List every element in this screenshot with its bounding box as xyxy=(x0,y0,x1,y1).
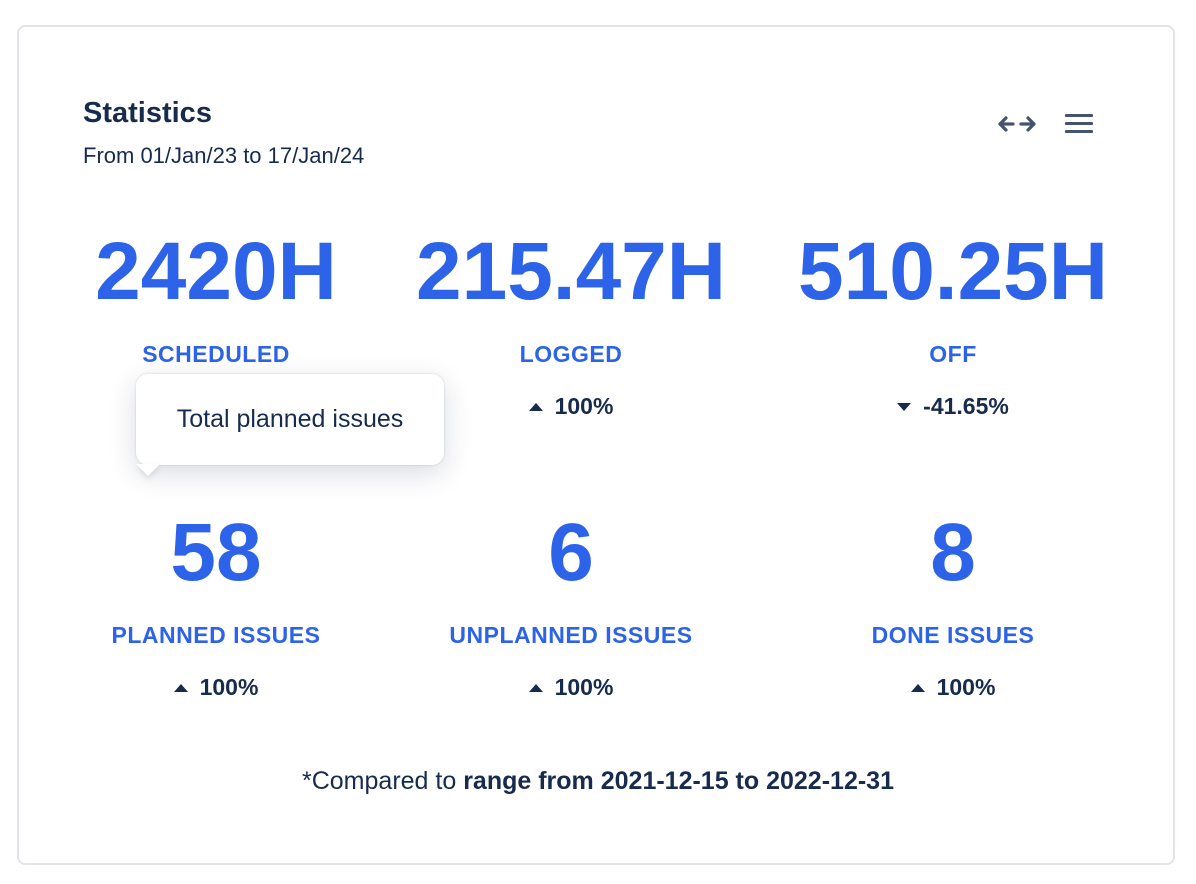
stat-value: 58 xyxy=(170,507,262,598)
trend-down-icon xyxy=(897,402,912,411)
trend-up-icon xyxy=(528,402,543,411)
stat-scheduled[interactable]: 2420H SCHEDULED xyxy=(36,231,396,366)
comparison-footnote: *Compared to range from 2021-12-15 to 20… xyxy=(19,767,1177,796)
hamburger-menu-icon xyxy=(1065,114,1093,133)
statistics-card: Statistics From 01/Jan/23 to 17/Jan/24 2… xyxy=(17,25,1175,865)
stat-change-value: 100% xyxy=(199,674,259,700)
stat-value: 2420H xyxy=(95,226,337,317)
tooltip: Total planned issues xyxy=(136,374,444,476)
footnote-prefix: *Compared to xyxy=(302,767,464,795)
stat-change-value: -41.65% xyxy=(923,393,1009,419)
tooltip-text: Total planned issues xyxy=(176,405,404,433)
stat-label: LOGGED xyxy=(519,341,623,367)
stat-change-value: 100% xyxy=(554,674,614,700)
card-title: Statistics xyxy=(83,97,212,129)
menu-button[interactable] xyxy=(1061,107,1097,141)
stat-planned-issues[interactable]: 58 PLANNED ISSUES 100% xyxy=(36,512,396,699)
trend-up-icon xyxy=(910,683,925,692)
stat-change: 100% xyxy=(36,676,396,699)
tooltip-arrow xyxy=(136,464,160,476)
trend-up-icon xyxy=(173,683,188,692)
stat-value: 510.25H xyxy=(797,226,1109,317)
stat-change-value: 100% xyxy=(554,393,614,419)
stat-label: DONE ISSUES xyxy=(871,622,1035,648)
date-range-subtitle: From 01/Jan/23 to 17/Jan/24 xyxy=(83,143,365,168)
stat-value: 6 xyxy=(548,507,594,598)
stat-done-issues[interactable]: 8 DONE ISSUES 100% xyxy=(773,512,1133,699)
stat-change-value: 100% xyxy=(936,674,996,700)
stat-off[interactable]: 510.25H OFF -41.65% xyxy=(773,231,1133,418)
stat-change: -41.65% xyxy=(773,395,1133,418)
stat-change: 100% xyxy=(391,395,751,418)
stat-label: SCHEDULED xyxy=(142,341,290,367)
stat-change: 100% xyxy=(391,676,751,699)
stat-value: 8 xyxy=(930,507,976,598)
stat-value: 215.47H xyxy=(415,226,727,317)
trend-up-icon xyxy=(528,683,543,692)
stat-label: PLANNED ISSUES xyxy=(111,622,321,648)
stat-logged[interactable]: 215.47H LOGGED 100% xyxy=(391,231,751,418)
footnote-range: range from 2021-12-15 to 2022-12-31 xyxy=(463,767,894,795)
horizontal-arrows-icon xyxy=(998,116,1036,132)
stat-label: OFF xyxy=(929,341,977,367)
expand-button[interactable] xyxy=(994,109,1040,139)
stat-label: UNPLANNED ISSUES xyxy=(449,622,693,648)
stat-change: 100% xyxy=(773,676,1133,699)
stat-unplanned-issues[interactable]: 6 UNPLANNED ISSUES 100% xyxy=(391,512,751,699)
